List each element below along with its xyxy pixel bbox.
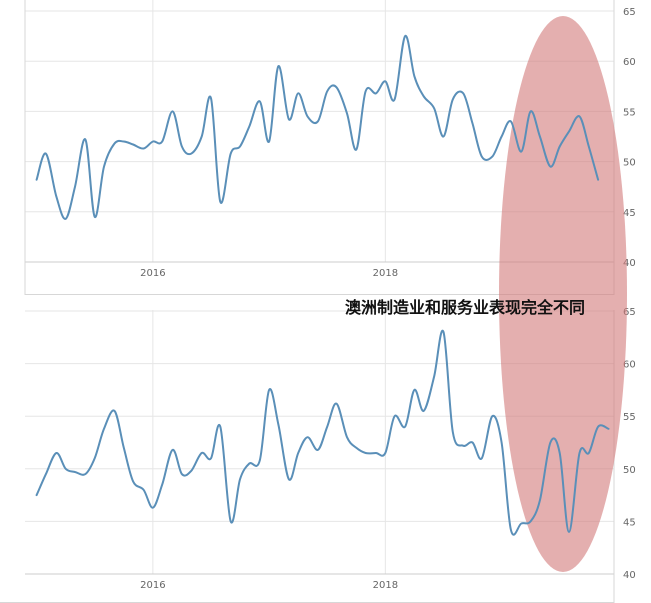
chart-caption: 澳洲制造业和服务业表现完全不同 <box>345 298 585 317</box>
manufacturing-series-line <box>35 35 600 220</box>
y-tick-label: 40 <box>623 258 636 269</box>
x-tick-label: 2018 <box>373 580 398 591</box>
services-series-line <box>35 329 610 536</box>
y-tick-label: 55 <box>623 412 636 423</box>
y-tick-label: 40 <box>623 570 636 581</box>
series-lines-layer <box>35 35 610 536</box>
y-tick-label: 65 <box>623 7 636 18</box>
y-tick-label: 45 <box>623 517 636 528</box>
y-tick-label: 50 <box>623 465 636 476</box>
y-tick-label: 55 <box>623 107 636 118</box>
y-tick-label: 65 <box>623 307 636 318</box>
y-tick-label: 60 <box>623 360 636 371</box>
y-tick-label: 45 <box>623 208 636 219</box>
manufacturing-chart-panel: 40 45 50 55 60 65 2016 2018 <box>24 0 636 295</box>
y-tick-label: 50 <box>623 158 636 169</box>
y-tick-label: 60 <box>623 57 636 68</box>
x-tick-label: 2018 <box>373 268 398 279</box>
x-tick-label: 2016 <box>140 268 165 279</box>
x-tick-label: 2016 <box>140 580 165 591</box>
